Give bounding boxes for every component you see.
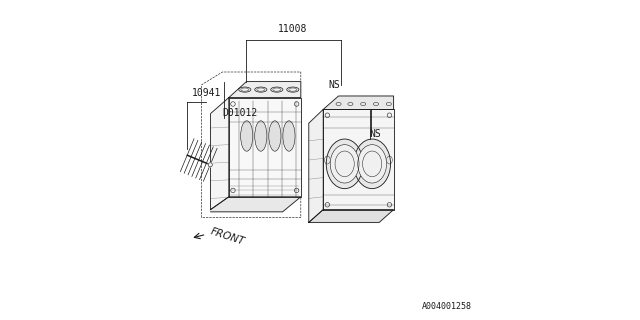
Polygon shape — [323, 96, 394, 109]
Text: 10941: 10941 — [192, 88, 221, 98]
Polygon shape — [211, 98, 229, 210]
Text: A004001258: A004001258 — [422, 302, 472, 311]
Ellipse shape — [208, 163, 212, 167]
Ellipse shape — [354, 139, 390, 189]
Ellipse shape — [330, 145, 359, 183]
Text: FRONT: FRONT — [210, 226, 246, 246]
Ellipse shape — [283, 121, 295, 151]
Polygon shape — [309, 109, 323, 222]
Polygon shape — [229, 98, 301, 197]
Ellipse shape — [241, 121, 253, 151]
Polygon shape — [323, 109, 394, 210]
Ellipse shape — [358, 145, 387, 183]
Text: D01012: D01012 — [223, 108, 258, 118]
Text: 11008: 11008 — [278, 24, 307, 34]
Polygon shape — [229, 82, 301, 98]
Polygon shape — [211, 197, 301, 212]
Polygon shape — [309, 210, 394, 222]
Ellipse shape — [269, 121, 281, 151]
Ellipse shape — [255, 121, 267, 151]
Ellipse shape — [326, 139, 363, 189]
Text: NS: NS — [328, 80, 340, 90]
Text: NS: NS — [370, 129, 381, 139]
